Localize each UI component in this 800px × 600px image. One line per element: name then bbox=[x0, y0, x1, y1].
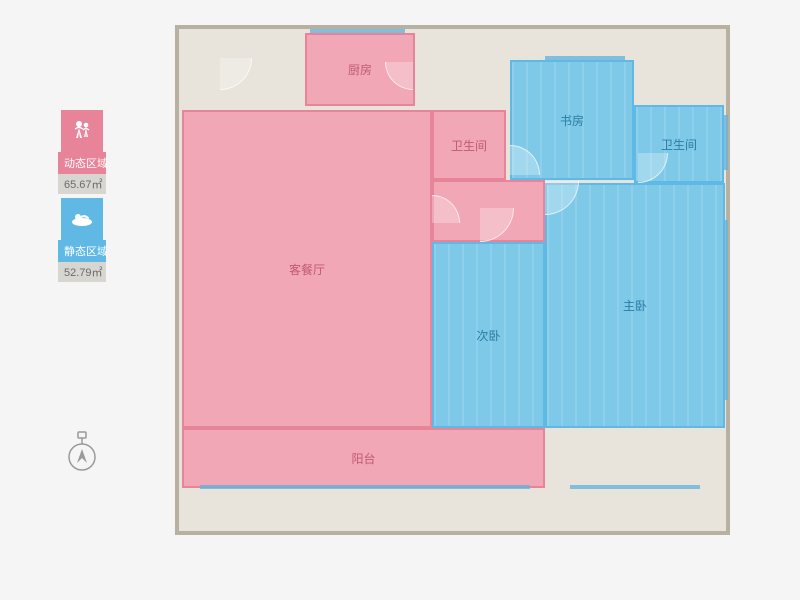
room-living: 客餐厅 bbox=[182, 110, 432, 428]
room-label: 客餐厅 bbox=[289, 261, 325, 278]
room-label: 厨房 bbox=[348, 61, 372, 78]
compass-icon bbox=[63, 430, 101, 481]
window-marker bbox=[310, 29, 405, 33]
room-master: 主卧 bbox=[545, 183, 725, 428]
room-label: 书房 bbox=[560, 112, 584, 129]
window-marker bbox=[724, 115, 728, 170]
window-marker bbox=[545, 56, 625, 60]
room-label: 卫生间 bbox=[661, 136, 697, 153]
room-label: 卫生间 bbox=[451, 137, 487, 154]
window-marker bbox=[200, 485, 530, 489]
room-balcony: 阳台 bbox=[182, 428, 545, 488]
room-bath1: 卫生间 bbox=[432, 110, 506, 180]
room-label: 主卧 bbox=[623, 297, 647, 314]
room-second: 次卧 bbox=[432, 242, 545, 428]
room-label: 次卧 bbox=[476, 327, 500, 344]
window-marker bbox=[724, 220, 728, 400]
floorplan: 厨房客餐厅 卫生间阳台 书房卫生间主卧次卧 bbox=[0, 0, 800, 600]
window-marker bbox=[570, 485, 700, 489]
room-label: 阳台 bbox=[351, 450, 375, 467]
